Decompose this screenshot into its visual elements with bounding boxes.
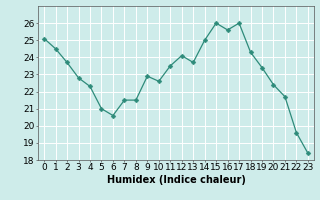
X-axis label: Humidex (Indice chaleur): Humidex (Indice chaleur) [107, 175, 245, 185]
